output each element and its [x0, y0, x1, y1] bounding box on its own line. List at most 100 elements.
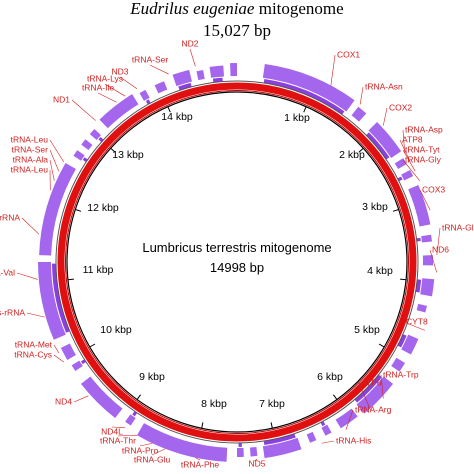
scale-label: 14 kbp: [161, 111, 193, 123]
feature-arc: [71, 360, 83, 372]
gene-label: tRNA-Lys: [87, 73, 123, 83]
gene-leader: [49, 159, 55, 181]
feature-arc: [60, 343, 76, 360]
gene-leader: [195, 457, 201, 461]
gene-label: ND4: [55, 396, 72, 406]
gene-label: tRNA-Gl: [442, 222, 474, 232]
scale-tick: [358, 147, 364, 153]
gene-leader: [402, 129, 406, 154]
feature-arc: [391, 357, 406, 372]
gene-label: tRNA-Leu: [11, 164, 49, 174]
gene-leader: [139, 442, 153, 447]
feature-arc: [249, 446, 258, 457]
feature-arc: [351, 106, 367, 122]
gene-label: COX2: [389, 102, 412, 112]
gene-leader: [254, 458, 258, 462]
feature-arc: [321, 424, 332, 436]
feature-arc: [263, 433, 296, 445]
feature-arc: [52, 263, 70, 333]
center-length: 14998 bp: [210, 260, 264, 275]
gene-label: tRNA-Glu: [134, 454, 171, 464]
gene-label: tRNA-Val: [0, 267, 15, 277]
feature-arc: [178, 82, 192, 91]
scale-label: 12 kbp: [87, 202, 119, 214]
feature-arc: [420, 278, 435, 297]
gene-leader: [111, 426, 126, 429]
scale-label: 10 kbp: [100, 324, 132, 336]
gene-leader: [104, 83, 126, 97]
feature-arc: [306, 431, 317, 443]
feature-arc: [80, 376, 123, 419]
scale-label: 13 kbp: [112, 149, 144, 161]
scale-tick: [75, 208, 82, 212]
gene-leader: [16, 272, 38, 280]
feature-arc: [262, 63, 355, 112]
feature-arc: [139, 89, 150, 101]
feature-arc: [38, 262, 66, 340]
scale-tick: [378, 343, 385, 348]
gene-label: tRNA-Ala: [13, 154, 49, 164]
scale-tick: [67, 278, 74, 281]
feature-arc: [196, 69, 205, 81]
gene-leader: [345, 409, 354, 430]
gene-label: tRNA-Phe: [181, 459, 220, 469]
gene-leader: [73, 395, 89, 403]
gene-label: ND1: [53, 94, 70, 104]
feature-arc: [356, 376, 394, 414]
scale-label: 4 kbp: [367, 265, 393, 277]
gene-label: tRNA-Leu: [11, 134, 49, 144]
gene-leader: [436, 227, 441, 256]
scale-label: 5 kbp: [354, 324, 380, 336]
gene-leader: [53, 344, 60, 353]
feature-arc: [408, 185, 431, 227]
gene-leader: [49, 139, 65, 163]
feature-arc: [263, 79, 345, 115]
gene-label: tRNA-Asp: [405, 124, 443, 134]
scale-tick: [201, 422, 204, 429]
gene-label: tRNA-Arg: [355, 404, 392, 414]
gene-leader: [321, 440, 335, 444]
gene-leader: [429, 249, 438, 273]
gene-label: ATP8: [402, 134, 423, 144]
gene-leader: [330, 54, 336, 86]
feature-arc: [238, 442, 242, 447]
genome-length: 15,027 bp: [203, 21, 271, 40]
scale-tick: [136, 394, 142, 400]
gene-label: ND2: [181, 38, 198, 48]
gene-leader: [151, 448, 166, 456]
rings: [38, 63, 435, 462]
feature-arc: [416, 237, 421, 242]
gene-leader: [71, 99, 96, 121]
gene-leader: [380, 374, 384, 399]
feature-arc: [368, 121, 402, 158]
gene-leader: [97, 92, 117, 103]
gene-label: tRNA-Tyt: [405, 144, 440, 154]
gene-leader: [382, 107, 388, 126]
feature-arc: [335, 408, 358, 429]
scale-label: 6 kbp: [317, 371, 343, 383]
gene-leader: [419, 189, 431, 211]
gene-label: tRNA-Trp: [383, 369, 419, 379]
scale-tick: [89, 343, 96, 348]
gene-label: tRNA-Asn: [365, 81, 403, 91]
outer-line: [55, 80, 419, 444]
gene-label: ND5: [248, 458, 265, 468]
gene-label: tRNA-Met: [15, 339, 53, 349]
gene-leader: [402, 159, 420, 181]
feature-arc: [209, 65, 225, 78]
scale-tick: [332, 394, 338, 400]
scale-tick: [167, 106, 171, 113]
feature-arc: [397, 334, 407, 348]
gene-leader: [53, 354, 64, 363]
feature-arc: [401, 334, 419, 355]
gene-label: tRNA-Ser: [12, 144, 49, 154]
gene-label: ND6: [432, 244, 449, 254]
feature-arc: [137, 423, 228, 462]
gene-leader: [21, 217, 40, 235]
scale-label: 3 kbp: [362, 201, 388, 213]
scale-label: 2 kbp: [339, 149, 365, 161]
gene-label: ND3: [111, 66, 128, 76]
gene-leader: [49, 149, 60, 172]
gene-label: tRNA-Ser: [132, 54, 169, 64]
